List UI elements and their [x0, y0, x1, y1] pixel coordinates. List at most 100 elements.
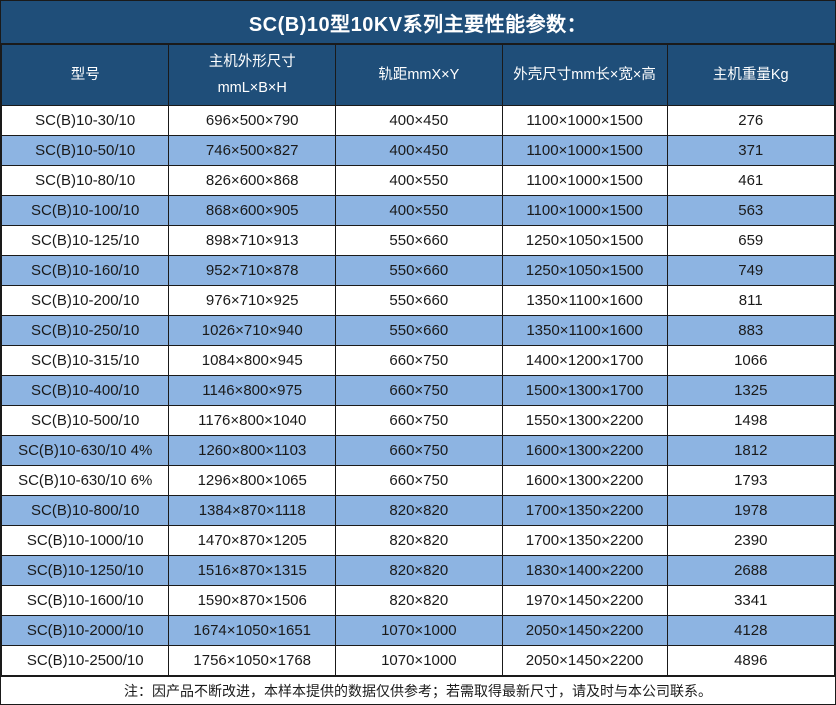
value-cell: 1970×1450×2200	[501, 585, 668, 616]
value-cell: 660×750	[335, 345, 503, 376]
value-cell: 820×820	[335, 585, 503, 616]
value-cell: 1516×870×1315	[168, 555, 337, 586]
value-cell: 550×660	[335, 255, 503, 286]
value-cell: 749	[666, 255, 836, 286]
value-cell: 2050×1450×2200	[501, 615, 668, 646]
model-cell: SC(B)10-80/10	[0, 165, 170, 196]
value-cell: 1250×1050×1500	[501, 225, 668, 256]
model-cell: SC(B)10-315/10	[0, 345, 170, 376]
value-cell: 550×660	[335, 225, 503, 256]
model-cell: SC(B)10-1000/10	[0, 525, 170, 556]
value-cell: 400×550	[335, 195, 503, 226]
value-cell: 1070×1000	[335, 645, 503, 676]
model-cell: SC(B)10-1600/10	[0, 585, 170, 616]
model-cell: SC(B)10-2000/10	[0, 615, 170, 646]
value-cell: 696×500×790	[168, 105, 337, 136]
value-cell: 1260×800×1103	[168, 435, 337, 466]
model-cell: SC(B)10-400/10	[0, 375, 170, 406]
page-title: SC(B)10型10KV系列主要性能参数：	[1, 1, 835, 44]
value-cell: 883	[666, 315, 836, 346]
value-cell: 400×450	[335, 105, 503, 136]
table-row: SC(B)10-200/10 976×710×925 550×660 1350×110…	[0, 285, 836, 316]
parameters-table: 型号 主机外形尺寸 mmL×B×H 轨距mmX×Y 外壳尺寸mm长×宽×高 主机重量Kg …	[0, 44, 836, 676]
value-cell: 660×750	[335, 465, 503, 496]
value-cell: 1700×1350×2200	[501, 525, 668, 556]
value-cell: 2688	[666, 555, 836, 586]
value-cell: 1600×1300×2200	[501, 435, 668, 466]
value-cell: 868×600×905	[168, 195, 337, 226]
value-cell: 746×500×827	[168, 135, 337, 166]
value-cell: 2390	[666, 525, 836, 556]
value-cell: 550×660	[335, 315, 503, 346]
table-row: SC(B)10-30/10 696×500×790 400×450 1100×1000…	[0, 105, 836, 136]
value-cell: 1470×870×1205	[168, 525, 337, 556]
value-cell: 3341	[666, 585, 836, 616]
value-cell: 952×710×878	[168, 255, 337, 286]
table-row: SC(B)10-100/10 868×600×905 400×550 1100×100…	[0, 195, 836, 226]
value-cell: 1296×800×1065	[168, 465, 337, 496]
model-cell: SC(B)10-160/10	[0, 255, 170, 286]
value-cell: 1590×870×1506	[168, 585, 337, 616]
value-cell: 1600×1300×2200	[501, 465, 668, 496]
table-row: SC(B)10-160/10 952×710×878 550×660 1250×105…	[0, 255, 836, 286]
model-cell: SC(B)10-630/10 4%	[0, 435, 170, 466]
value-cell: 4128	[666, 615, 836, 646]
table-row: SC(B)10-125/10 898×710×913 550×660 1250×105…	[0, 225, 836, 256]
model-cell: SC(B)10-50/10	[0, 135, 170, 166]
value-cell: 563	[666, 195, 836, 226]
value-cell: 1026×710×940	[168, 315, 337, 346]
model-cell: SC(B)10-2500/10	[0, 645, 170, 676]
value-cell: 898×710×913	[168, 225, 337, 256]
value-cell: 371	[666, 135, 836, 166]
model-cell: SC(B)10-100/10	[0, 195, 170, 226]
value-cell: 660×750	[335, 375, 503, 406]
value-cell: 1066	[666, 345, 836, 376]
table-row: SC(B)10-630/10 6% 1296×800×1065 660×750 160…	[0, 465, 836, 496]
model-cell: SC(B)10-250/10	[0, 315, 170, 346]
value-cell: 2050×1450×2200	[501, 645, 668, 676]
model-cell: SC(B)10-630/10 6%	[0, 465, 170, 496]
value-cell: 1084×800×945	[168, 345, 337, 376]
model-cell: SC(B)10-1250/10	[0, 555, 170, 586]
value-cell: 1830×1400×2200	[501, 555, 668, 586]
value-cell: 1100×1000×1500	[501, 195, 668, 226]
value-cell: 400×450	[335, 135, 503, 166]
value-cell: 660×750	[335, 405, 503, 436]
value-cell: 1498	[666, 405, 836, 436]
table-row: SC(B)10-250/10 1026×710×940 550×660 1350×11…	[0, 315, 836, 346]
model-cell: SC(B)10-125/10	[0, 225, 170, 256]
table-row: SC(B)10-800/10 1384×870×1118 820×820 1700×1…	[0, 495, 836, 526]
value-cell: 1350×1100×1600	[501, 285, 668, 316]
value-cell: 1812	[666, 435, 836, 466]
table-row: SC(B)10-1250/10 1516×870×1315 820×820 1830×…	[0, 555, 836, 586]
value-cell: 1146×800×975	[168, 375, 337, 406]
value-cell: 826×600×868	[168, 165, 337, 196]
table-row: SC(B)10-315/10 1084×800×945 660×750 1400×12…	[0, 345, 836, 376]
value-cell: 820×820	[335, 555, 503, 586]
value-cell: 400×550	[335, 165, 503, 196]
model-cell: SC(B)10-200/10	[0, 285, 170, 316]
value-cell: 1756×1050×1768	[168, 645, 337, 676]
table-row: SC(B)10-400/10 1146×800×975 660×750 1500×13…	[0, 375, 836, 406]
value-cell: 276	[666, 105, 836, 136]
value-cell: 1674×1050×1651	[168, 615, 337, 646]
table-row: SC(B)10-50/10 746×500×827 400×450 1100×1000…	[0, 135, 836, 166]
column-header-4: 外壳尺寸mm长×宽×高	[501, 44, 668, 106]
value-cell: 1100×1000×1500	[501, 165, 668, 196]
model-cell: SC(B)10-500/10	[0, 405, 170, 436]
value-cell: 1070×1000	[335, 615, 503, 646]
table-row: SC(B)10-500/10 1176×800×1040 660×750 1550×1…	[0, 405, 836, 436]
value-cell: 1384×870×1118	[168, 495, 337, 526]
table-header-row: 型号 主机外形尺寸 mmL×B×H 轨距mmX×Y 外壳尺寸mm长×宽×高 主机重量Kg	[0, 44, 836, 106]
table-row: SC(B)10-1600/10 1590×870×1506 820×820 1970×…	[0, 585, 836, 616]
value-cell: 811	[666, 285, 836, 316]
table-row: SC(B)10-630/10 4% 1260×800×1103 660×750 160…	[0, 435, 836, 466]
value-cell: 1350×1100×1600	[501, 315, 668, 346]
value-cell: 461	[666, 165, 836, 196]
value-cell: 1550×1300×2200	[501, 405, 668, 436]
value-cell: 4896	[666, 645, 836, 676]
model-cell: SC(B)10-30/10	[0, 105, 170, 136]
table-row: SC(B)10-1000/10 1470×870×1205 820×820 1700×…	[0, 525, 836, 556]
table-row: SC(B)10-80/10 826×600×868 400×550 1100×1000…	[0, 165, 836, 196]
value-cell: 976×710×925	[168, 285, 337, 316]
